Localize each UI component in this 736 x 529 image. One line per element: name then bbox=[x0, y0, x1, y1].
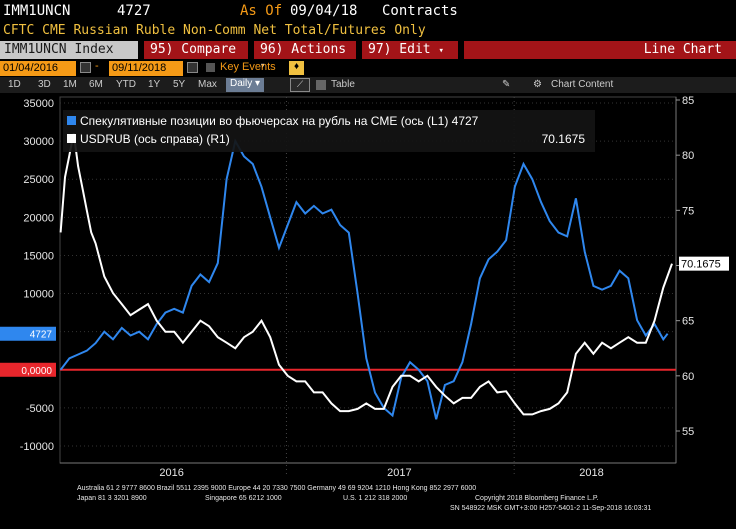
period-1y[interactable]: 1Y bbox=[148, 79, 161, 90]
legend-label-futures: Спекулятивные позиции во фьючерсах на ру… bbox=[80, 114, 479, 128]
unit-label: Contracts bbox=[382, 3, 458, 19]
caret-down-icon: ▾ bbox=[260, 61, 266, 71]
last-value-tag-right-text: 70.1675 bbox=[681, 259, 721, 271]
left-tick-label: -10000 bbox=[20, 441, 54, 453]
series-line-usdrub bbox=[59, 132, 673, 416]
x-tick-label: 2018 bbox=[579, 467, 603, 479]
as-of-label: As Of bbox=[240, 3, 283, 19]
footer: Australia 61 2 9777 8600 Brazil 5511 239… bbox=[0, 484, 736, 529]
period-3d[interactable]: 3D bbox=[38, 79, 51, 90]
left-tick-label: -5000 bbox=[26, 403, 54, 415]
key-events-checkbox[interactable] bbox=[206, 63, 215, 72]
period-1m[interactable]: 1M bbox=[63, 79, 77, 90]
left-tick-label: 10000 bbox=[23, 289, 54, 301]
left-axis: 35000300002500020000150001000050000-5000… bbox=[20, 98, 54, 453]
as-of-date[interactable]: 09/04/18 bbox=[290, 3, 358, 19]
right-axis: 85807570656055 bbox=[675, 95, 694, 463]
last-value-tag-left bbox=[0, 326, 56, 341]
period-6m[interactable]: 6M bbox=[89, 79, 103, 90]
right-tick-label: 75 bbox=[682, 205, 694, 217]
footer-session: SN 548922 MSK GMT+3:00 H257-5401-2 11-Se… bbox=[450, 505, 652, 512]
zero-value-tag bbox=[0, 362, 56, 377]
edit-button[interactable]: 97) Edit ▾ bbox=[362, 41, 458, 59]
last-value-tag-left-text: 4727 bbox=[30, 330, 53, 341]
period-1d[interactable]: 1D bbox=[8, 79, 21, 90]
settings-icon[interactable]: ✎ bbox=[502, 79, 511, 90]
caret-down-icon: ▾ bbox=[438, 46, 444, 56]
right-tick-label: 60 bbox=[682, 371, 694, 383]
period-ytd[interactable]: YTD bbox=[116, 79, 136, 90]
left-tick-label: 15000 bbox=[23, 250, 54, 262]
right-tick-label: 85 bbox=[682, 95, 694, 107]
series-line-futures-positions bbox=[59, 138, 669, 420]
last-value-tag-right bbox=[679, 256, 729, 271]
chart-area: 35000300002500020000150001000050000-5000… bbox=[0, 95, 729, 479]
end-date-field[interactable]: 09/11/2018 bbox=[109, 61, 183, 76]
last-value: 4727 bbox=[117, 3, 151, 19]
left-tick-label: 30000 bbox=[23, 136, 54, 148]
footer-contacts: Australia 61 2 9777 8600 Brazil 5511 239… bbox=[77, 485, 477, 492]
zero-value-tag-text: 0,0000 bbox=[21, 366, 52, 377]
events-flag-icon[interactable]: ♦ bbox=[289, 61, 304, 75]
period-max[interactable]: Max bbox=[198, 79, 217, 90]
period-bar: 1D 3D 1M 6M YTD 1Y 5Y Max Daily ▾ ⟋ Tabl… bbox=[0, 77, 736, 93]
chart-content-button[interactable]: Chart Content bbox=[551, 79, 614, 90]
chart-type-button[interactable]: Line Chart bbox=[464, 41, 736, 59]
gear-icon[interactable]: ⚙ bbox=[533, 79, 542, 90]
footer-singapore: Singapore 65 6212 1000 bbox=[205, 495, 282, 502]
compare-button[interactable]: 95) Compare bbox=[144, 41, 248, 59]
left-tick-label: 35000 bbox=[23, 98, 54, 110]
legend-label-usdrub: USDRUB (ось справа) (R1) bbox=[80, 132, 230, 146]
key-events-label: Key Events bbox=[220, 61, 276, 73]
frequency-label: Daily bbox=[230, 78, 253, 89]
legend-value-usdrub: 70.1675 bbox=[542, 132, 586, 146]
compare-label: 95) Compare bbox=[150, 42, 237, 57]
chart-type-label: Line Chart bbox=[643, 42, 722, 57]
x-axis: 2016 2017 2018 bbox=[60, 462, 676, 479]
table-icon bbox=[316, 80, 326, 90]
footer-us: U.S. 1 212 318 2000 bbox=[343, 495, 408, 502]
date-range-bar: 01/04/2016 - 09/11/2018 Key Events ♦ bbox=[0, 60, 736, 76]
right-tick-label: 55 bbox=[682, 426, 694, 438]
x-tick-label: 2016 bbox=[159, 467, 183, 479]
security-description: CFTC CME Russian Ruble Non-Comm Net Tota… bbox=[3, 23, 426, 38]
footer-japan: Japan 81 3 3201 8900 bbox=[77, 495, 147, 502]
chart-grid bbox=[59, 96, 677, 477]
table-button[interactable]: Table bbox=[331, 79, 355, 90]
right-tick-label: 80 bbox=[682, 150, 694, 162]
ticker-index-field[interactable]: IMM1UNCN Index bbox=[0, 41, 138, 59]
toolbar: IMM1UNCN Index 95) Compare 96) Actions ▾… bbox=[0, 41, 736, 71]
ticker-code[interactable]: IMM1UNCN bbox=[3, 3, 71, 19]
start-date-field[interactable]: 01/04/2016 bbox=[0, 61, 76, 76]
footer-copyright: Copyright 2018 Bloomberg Finance L.P. bbox=[475, 495, 599, 502]
frequency-select[interactable]: Daily ▾ bbox=[226, 78, 265, 92]
period-5y[interactable]: 5Y bbox=[173, 79, 186, 90]
left-tick-label: 25000 bbox=[23, 174, 54, 186]
actions-button[interactable]: 96) Actions ▾ bbox=[254, 41, 356, 71]
right-tick-label: 65 bbox=[682, 316, 694, 328]
line-chart-icon[interactable]: ⟋ bbox=[290, 78, 310, 92]
left-tick-label: 20000 bbox=[23, 212, 54, 224]
calendar-icon[interactable] bbox=[187, 62, 198, 73]
x-tick-label: 2017 bbox=[387, 467, 411, 479]
edit-label: 97) Edit bbox=[368, 42, 431, 57]
legend-swatch-blue bbox=[67, 116, 76, 125]
title-bar: IMM1UNCN 4727 As Of 09/04/18 Contracts bbox=[0, 0, 736, 22]
calendar-icon[interactable] bbox=[80, 62, 91, 73]
legend-swatch-white bbox=[67, 134, 76, 143]
last-value-tags: 4727 0,0000 70.1675 bbox=[0, 256, 729, 377]
legend: Спекулятивные позиции во фьючерсах на ру… bbox=[63, 110, 595, 152]
actions-label: 96) Actions bbox=[260, 42, 347, 57]
